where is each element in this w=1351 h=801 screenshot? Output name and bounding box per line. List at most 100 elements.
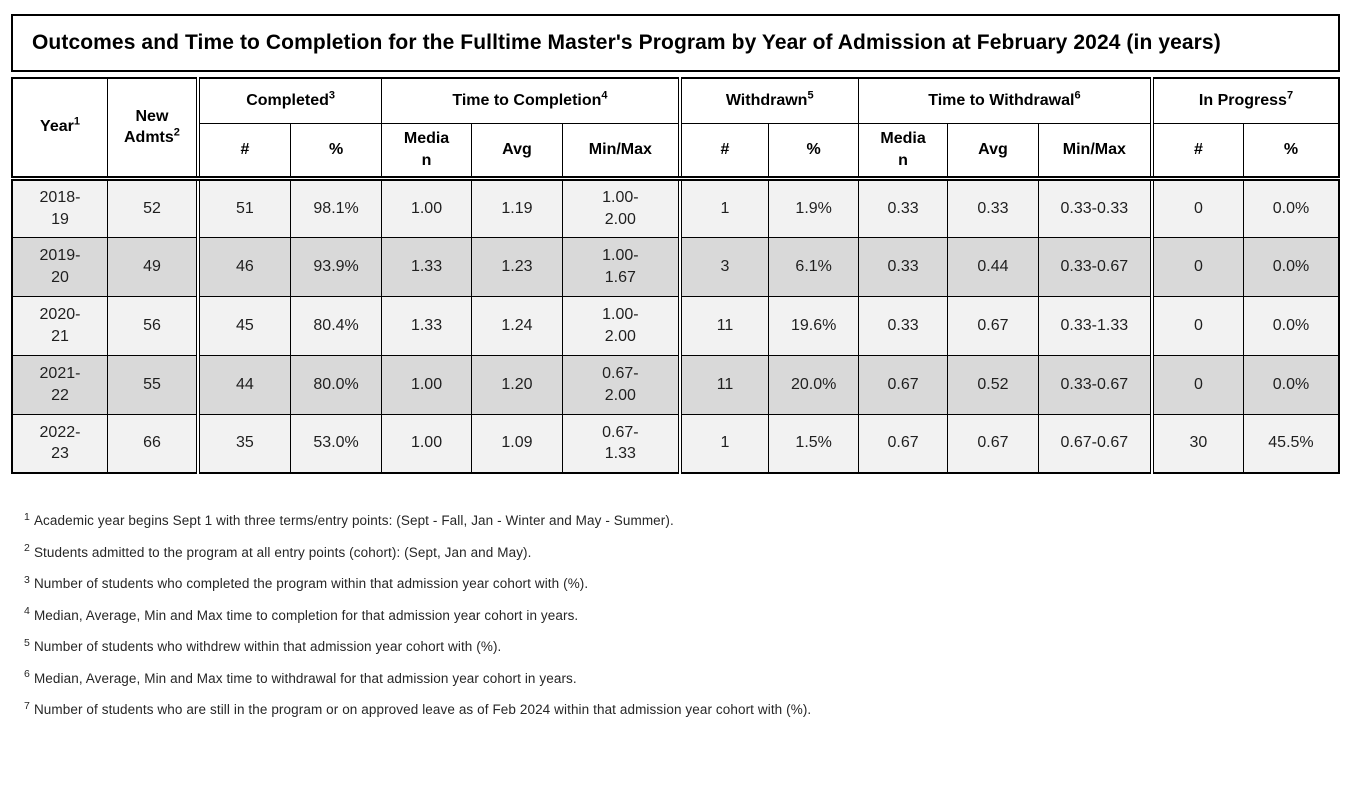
- title-box: Outcomes and Time to Completion for the …: [11, 14, 1340, 72]
- cell-year: 2018-19: [11, 177, 108, 238]
- cell-withdrawn-num: 1: [677, 413, 770, 474]
- col-group-ttc-label: Time to Completion: [452, 91, 602, 109]
- col-header-inprog-pct: %: [1242, 122, 1340, 181]
- cell-completed-num: 35: [195, 413, 291, 474]
- cell-ttc-median: 1.33: [381, 295, 472, 356]
- cell-completed-num: 44: [195, 354, 291, 415]
- cell-withdrawn-num: 1: [677, 177, 770, 238]
- col-header-year: Year1: [11, 77, 108, 181]
- footnote-ref-7: 7: [1286, 89, 1294, 102]
- cell-withdrawn-pct: 1.9%: [768, 177, 859, 238]
- footnote-item: 2 Students admitted to the program at all…: [24, 542, 1211, 560]
- col-header-ttw-minmax: Min/Max: [1037, 122, 1153, 181]
- footnote-ref-4: 4: [601, 89, 608, 102]
- cell-year: 2022-23: [11, 413, 108, 474]
- col-header-year-label: Year: [40, 118, 74, 136]
- footnote-item: 3 Number of students who completed the pr…: [24, 573, 1211, 591]
- footnote-ref-1: 1: [73, 116, 80, 129]
- cell-ttw-median: 0.33: [857, 295, 949, 356]
- cell-inprog-pct: 45.5%: [1242, 413, 1340, 474]
- col-header-inprog-num: #: [1149, 122, 1244, 181]
- col-header-new-admts: New Admts2: [106, 77, 199, 181]
- cell-completed-pct: 80.4%: [289, 295, 383, 356]
- footnote-marker: 4: [24, 605, 30, 617]
- col-header-ttc-avg: Avg: [470, 122, 564, 181]
- cell-completed-pct: 98.1%: [289, 177, 383, 238]
- col-group-time-to-completion: Time to Completion4: [381, 77, 681, 124]
- cell-inprog-num: 30: [1149, 413, 1244, 474]
- col-header-withdrawn-pct: %: [768, 122, 859, 181]
- ttc-minmax-value: 0.67-1.33: [602, 423, 639, 463]
- header-sub-row: # % Median Avg Min/Max # % Median Avg Mi…: [12, 122, 1340, 181]
- cell-completed-pct: 93.9%: [289, 236, 383, 297]
- col-group-ttw-label: Time to Withdrawal: [928, 91, 1075, 109]
- col-header-completed-num: #: [195, 122, 291, 181]
- cell-ttw-avg: 0.44: [947, 236, 1039, 297]
- footnote-marker: 7: [24, 699, 30, 712]
- cell-ttw-minmax: 0.33-1.33: [1037, 295, 1153, 356]
- col-header-ttc-minmax: Min/Max: [562, 122, 681, 181]
- cell-new-admts: 66: [106, 413, 199, 474]
- footnote-text: Number of students who completed the pro…: [33, 576, 589, 591]
- cell-ttw-median: 0.67: [857, 413, 949, 474]
- year-value: 2019-20: [39, 246, 81, 286]
- year-value: 2020-21: [39, 305, 81, 345]
- ttc-minmax-value: 1.00-1.67: [602, 246, 639, 286]
- cell-ttw-minmax: 0.67-0.67: [1037, 413, 1153, 474]
- col-group-time-to-withdrawal: Time to Withdrawal6: [857, 77, 1153, 124]
- cell-ttc-median: 1.33: [381, 236, 472, 297]
- col-header-withdrawn-num: #: [677, 122, 770, 181]
- cell-completed-num: 46: [195, 236, 291, 297]
- footnote-item: 5 Number of students who withdrew within …: [24, 636, 1211, 654]
- footnote-marker: 3: [24, 573, 30, 586]
- cell-ttw-minmax: 0.33-0.67: [1037, 236, 1153, 297]
- cell-new-admts: 55: [106, 354, 199, 415]
- footnote-text: Number of students who are still in the …: [33, 702, 812, 717]
- col-header-ttc-median: Median: [381, 122, 472, 181]
- cell-withdrawn-pct: 1.5%: [768, 413, 859, 474]
- cell-inprog-num: 0: [1149, 295, 1244, 356]
- col-group-withdrawn-label: Withdrawn: [725, 91, 808, 109]
- ttc-minmax-value: 0.67-2.00: [602, 364, 639, 404]
- cell-new-admts: 56: [106, 295, 199, 356]
- col-header-ttw-avg: Avg: [947, 122, 1039, 181]
- cell-ttc-avg: 1.23: [470, 236, 564, 297]
- cell-ttc-minmax: 0.67-1.33: [562, 413, 681, 474]
- cell-inprog-num: 0: [1149, 354, 1244, 415]
- cell-ttw-minmax: 0.33-0.67: [1037, 354, 1153, 415]
- footnote-marker: 5: [24, 636, 30, 649]
- footnote-item: 4 Median, Average, Min and Max time to co…: [24, 605, 1211, 623]
- cell-year: 2020-21: [11, 295, 108, 356]
- cell-ttc-minmax: 1.00-2.00: [562, 295, 681, 356]
- cell-completed-pct: 80.0%: [289, 354, 383, 415]
- table-row-2019-20: 2019-20 49 46 93.9% 1.33 1.23 1.00-1.67 …: [11, 236, 1340, 297]
- header-group-row: Year1 New Admts2 Completed3 Time to Comp…: [11, 77, 1340, 181]
- footnote-marker: 2: [24, 542, 30, 554]
- footnote-text: Median, Average, Min and Max time to com…: [33, 607, 579, 623]
- col-group-withdrawn: Withdrawn5: [677, 77, 859, 124]
- cell-ttc-minmax: 1.00-1.67: [562, 236, 681, 297]
- footnotes: 1 Academic year begins Sept 1 with three …: [11, 511, 1211, 717]
- cell-ttc-median: 1.00: [381, 413, 472, 474]
- cell-ttc-avg: 1.19: [470, 177, 564, 238]
- footnote-ref-3: 3: [328, 89, 336, 102]
- footnote-text: Median, Average, Min and Max time to wit…: [33, 670, 577, 686]
- cell-ttw-median: 0.33: [857, 177, 949, 238]
- cell-ttw-median: 0.33: [857, 236, 949, 297]
- footnote-item: 7 Number of students who are still in the…: [24, 699, 1211, 717]
- cell-withdrawn-pct: 20.0%: [768, 354, 859, 415]
- cell-ttc-median: 1.00: [381, 354, 472, 415]
- footnote-marker: 6: [24, 668, 30, 680]
- col-header-completed-pct: %: [289, 122, 383, 181]
- col-header-ttw-median: Median: [857, 122, 949, 181]
- cell-ttc-avg: 1.09: [470, 413, 564, 474]
- cell-ttc-median: 1.00: [381, 177, 472, 238]
- cell-inprog-num: 0: [1149, 177, 1244, 238]
- cell-inprog-pct: 0.0%: [1242, 295, 1340, 356]
- col-group-in-progress-label: In Progress: [1198, 91, 1287, 109]
- footnote-text: Academic year begins Sept 1 with three t…: [33, 513, 674, 528]
- cell-withdrawn-pct: 19.6%: [768, 295, 859, 356]
- table-row-2020-21: 2020-21 56 45 80.4% 1.33 1.24 1.00-2.00 …: [11, 295, 1340, 356]
- table-row-2022-23: 2022-23 66 35 53.0% 1.00 1.09 0.67-1.33 …: [11, 413, 1340, 474]
- cell-inprog-num: 0: [1149, 236, 1244, 297]
